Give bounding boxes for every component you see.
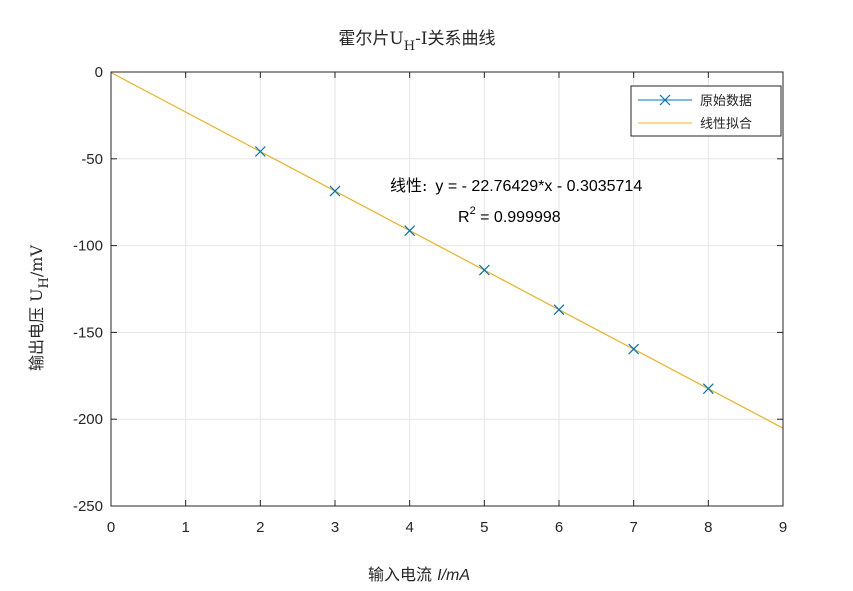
data-point (628, 343, 640, 355)
legend: 原始数据 线性拟合 (630, 85, 782, 137)
fit-equation: 线性: y = - 22.76429*x - 0.3035714 (390, 176, 642, 195)
plot-area (111, 72, 783, 506)
series-layer (110, 71, 784, 429)
data-point (404, 225, 416, 237)
r-squared: R2 = 0.999998 (458, 205, 561, 226)
plot-frame (110, 71, 784, 507)
data-point (329, 185, 341, 197)
legend-swatch-raw-marker (659, 94, 671, 106)
legend-box (630, 85, 782, 137)
x-tick-label: 6 (555, 519, 563, 536)
y-tick-label: -200 (73, 411, 103, 428)
chart-title: 霍尔片UH-I关系曲线 (338, 29, 495, 54)
x-tick-label: 4 (405, 519, 413, 536)
x-tick-label: 3 (331, 519, 339, 536)
y-tick-label: 0 (95, 64, 103, 81)
ticks: 0 1 2 3 4 5 6 7 8 9 0 -50 -100 -150 -200 -250 (73, 64, 787, 536)
legend-label-raw: 原始数据 (700, 94, 752, 109)
x-tick-label: 1 (181, 519, 189, 536)
x-tick-label: 9 (779, 519, 787, 536)
y-tick-label: -150 (73, 324, 103, 341)
x-tick-label: 8 (704, 519, 712, 536)
x-tick-label: 2 (256, 519, 264, 536)
data-point (553, 304, 565, 316)
y-tick-label: -50 (81, 151, 103, 168)
fit-line (110, 71, 784, 429)
x-axis-label: 输入电流 I/mA (368, 565, 470, 584)
y-axis-label: 输出电压 UH/mV (27, 245, 52, 371)
data-point (254, 146, 266, 157)
data-point (702, 383, 714, 395)
x-tick-label: 0 (107, 519, 115, 536)
x-tick-label: 5 (480, 519, 488, 536)
y-tick-label: -250 (73, 498, 103, 515)
x-tick-label: 7 (629, 519, 637, 536)
data-point (478, 264, 490, 276)
y-tick-label: -100 (73, 238, 103, 255)
legend-label-fit: 线性拟合 (700, 117, 752, 132)
